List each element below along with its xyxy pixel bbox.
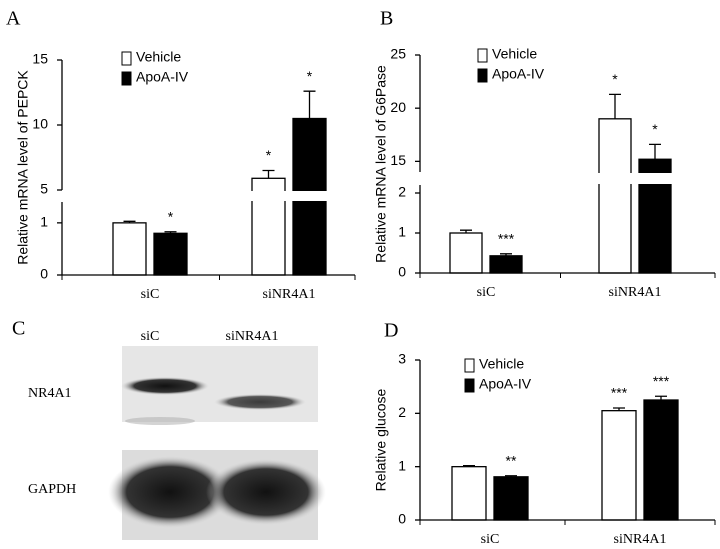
significance-label: * [266,147,272,163]
error-bar [463,464,475,467]
blot-band [125,417,195,425]
blot-band [214,394,306,410]
y-tick-label: 0 [40,266,48,282]
x-tick-label: siNR4A1 [614,532,667,547]
blot-band [108,456,232,528]
legend-swatch [477,68,488,83]
significance-label: * [168,208,174,224]
y-tick-label: 15 [32,51,48,67]
error-bar [609,93,621,119]
x-tick-label: siC [477,285,496,300]
significance-label: *** [653,373,670,389]
significance-label: ** [506,452,517,468]
panel-label: B [380,8,393,30]
legend-label: ApoA-IV [492,66,545,82]
blot-band [206,459,326,525]
panel-label: C [12,318,25,340]
error-bar [303,90,316,119]
error-bar [649,143,661,160]
bar [112,222,147,276]
bar [449,232,483,274]
bar [493,476,529,521]
lane-label: siNR4A1 [226,329,279,344]
y-tick-label: 2 [398,184,406,200]
y-tick-label: 2 [398,404,406,420]
legend-label: ApoA-IV [136,69,189,85]
bar [598,118,632,274]
row-label: NR4A1 [28,386,72,401]
x-tick-label: siNR4A1 [609,285,662,300]
y-tick-label: 1 [40,214,48,230]
y-tick-label: 1 [398,224,406,240]
axis-break [54,191,355,201]
lane-label: siC [141,329,160,344]
legend-swatch [464,358,475,373]
error-bar [460,229,472,233]
error-bar [123,220,136,223]
legend-label: Vehicle [479,356,524,372]
bar [489,255,523,274]
bar [153,232,188,276]
y-tick-label: 20 [390,99,406,115]
error-bar [500,253,512,256]
y-axis-label: Relative mRNA level of PEPCK [15,70,31,265]
western-blot: siC siNR4A1 NR4A1 GAPDH [28,329,326,540]
legend-swatch [121,71,132,86]
legend-label: Vehicle [136,49,181,65]
y-tick-label: 0 [398,511,406,527]
significance-label: * [652,121,658,137]
error-bar [613,407,625,411]
error-bar [655,395,667,400]
y-tick-label: 3 [398,351,406,367]
significance-label: * [307,68,313,84]
blot-band [121,377,209,395]
error-bar [164,231,177,234]
bar [451,466,487,521]
x-tick-label: siC [141,287,160,302]
significance-label: *** [611,385,628,401]
legend-swatch [477,48,488,63]
significance-label: *** [498,231,515,247]
y-tick-label: 1 [398,457,406,473]
y-tick-label: 0 [398,264,406,280]
significance-label: * [612,71,618,87]
bar [643,399,679,521]
y-tick-label: 25 [390,46,406,62]
y-axis-label: Relative glucose [373,388,389,491]
x-tick-label: siNR4A1 [263,287,316,302]
x-tick-label: siC [481,532,500,547]
legend-swatch [121,51,132,66]
bar [601,410,637,521]
y-tick-label: 15 [390,152,406,168]
legend-label: Vehicle [492,46,537,62]
legend-swatch [464,378,475,393]
axis-break [412,173,715,184]
row-label: GAPDH [28,482,76,497]
y-axis-label: Relative mRNA level of G6Pase [373,65,389,263]
y-tick-label: 10 [32,116,48,132]
error-bar [262,169,275,179]
panel-label: A [6,8,21,30]
y-tick-label: 5 [40,181,48,197]
error-bar [505,475,517,477]
legend-label: ApoA-IV [479,376,532,392]
panel-label: D [384,320,398,342]
